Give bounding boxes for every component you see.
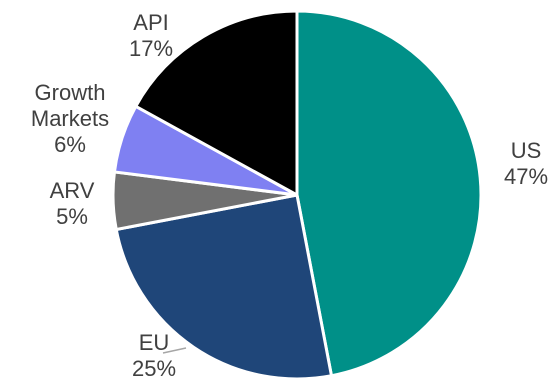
slice-percent-api: 17% [129, 36, 173, 61]
pie-slice-eu [114, 193, 333, 381]
slice-percent-growth-markets: 6% [54, 132, 86, 157]
leader-line-eu [162, 347, 187, 354]
slice-name-us: US [511, 138, 542, 163]
pie-slices [111, 9, 483, 381]
slice-percent-arv: 5% [56, 204, 88, 229]
slice-percent-us: 47% [504, 164, 548, 189]
slice-label-eu: EU 25% [132, 330, 176, 381]
slice-label-us: US 47% [504, 138, 548, 189]
slice-name-growth-markets: Growth [35, 80, 106, 105]
pie-slice-us [295, 9, 483, 378]
slice-label-arv: ARV 5% [50, 178, 95, 229]
leader-lines [162, 347, 187, 354]
slice-name-api: API [133, 10, 168, 35]
slice-name-growth-markets: Markets [31, 106, 109, 131]
pie-slice-api [134, 9, 299, 197]
slice-name-arv: ARV [50, 178, 95, 203]
slice-name-eu: EU [139, 330, 170, 355]
slice-percent-eu: 25% [132, 356, 176, 381]
slice-labels: US 47% EU 25% ARV 5% Growth Markets 6% API 17% [31, 10, 548, 381]
slice-label-api: API 17% [129, 10, 173, 61]
slice-label-growth-markets: Growth Markets 6% [31, 80, 109, 157]
